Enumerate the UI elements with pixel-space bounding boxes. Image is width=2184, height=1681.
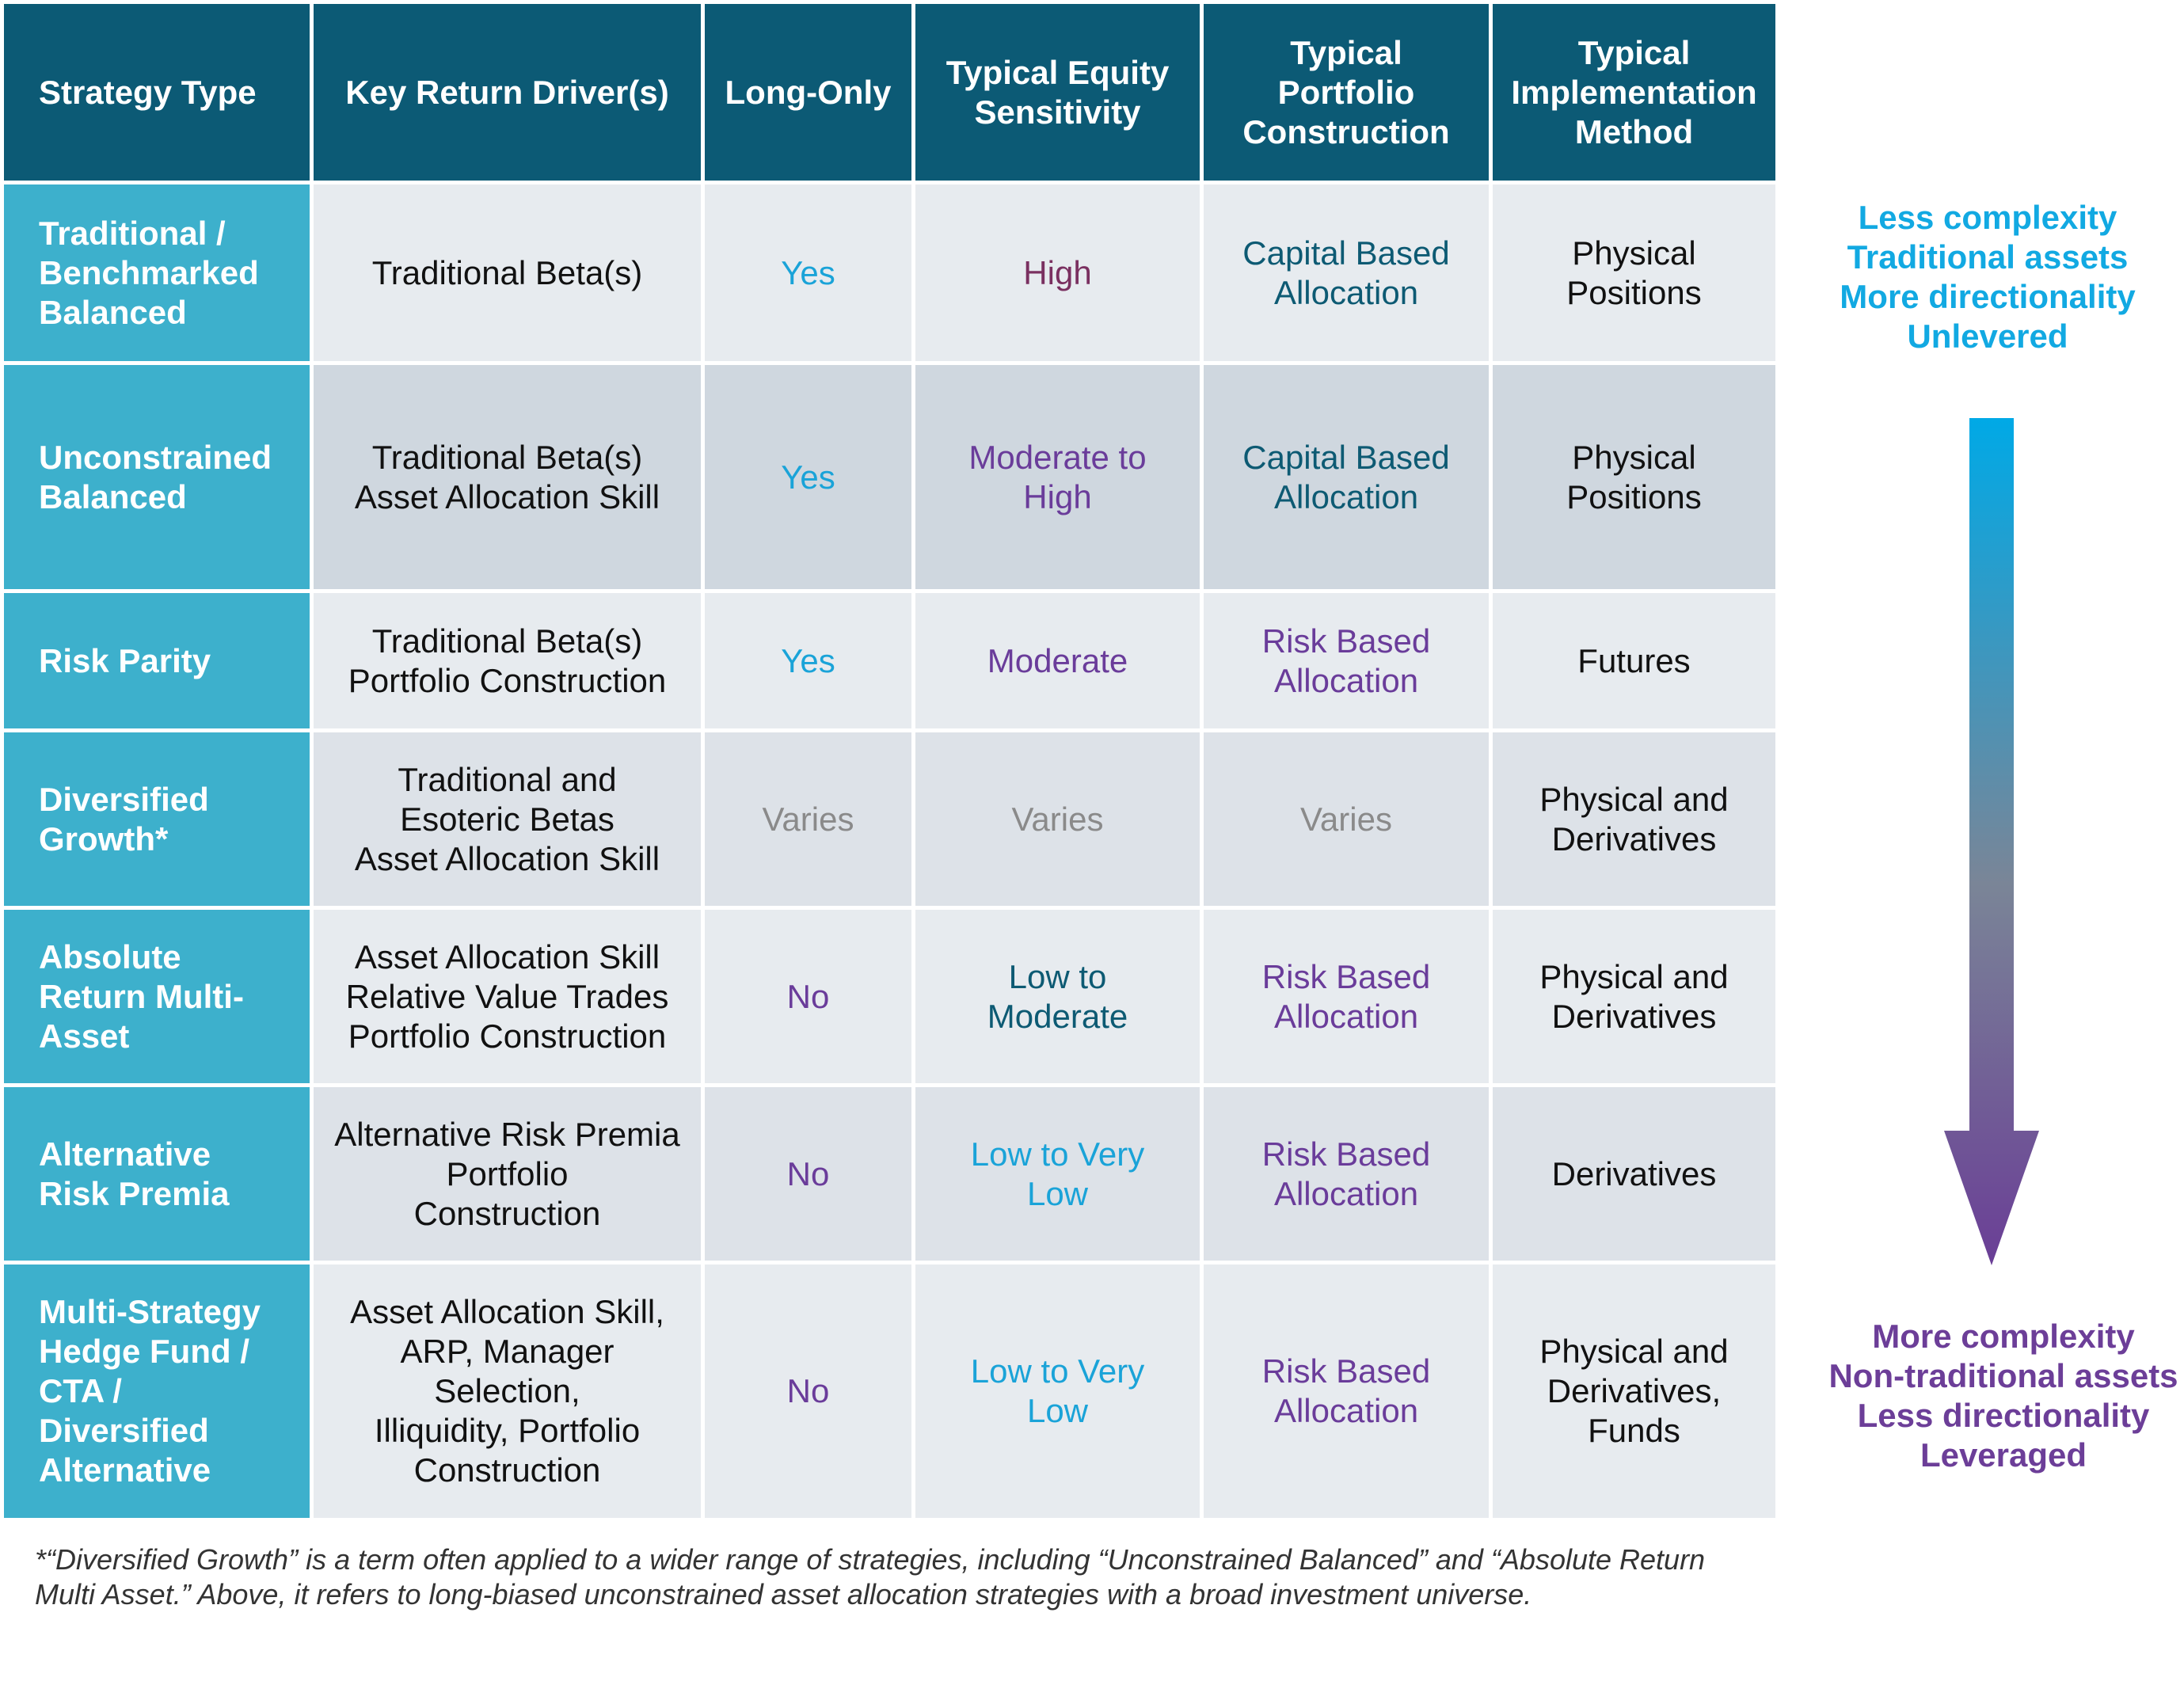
header-equity-sensitivity: Typical Equity Sensitivity xyxy=(911,0,1204,184)
return-drivers-cell: Traditional and Esoteric Betas Asset All… xyxy=(310,728,705,910)
long-only-cell: Varies xyxy=(701,728,915,910)
equity-sensitivity-cell: Low to Moderate xyxy=(911,906,1204,1087)
table-row: Absolute Return Multi- Asset Asset Alloc… xyxy=(0,906,1779,1087)
long-only-cell: No xyxy=(701,1261,915,1522)
portfolio-construction-cell: Risk Based Allocation xyxy=(1200,589,1493,732)
equity-sensitivity-cell: Varies xyxy=(911,728,1204,910)
return-drivers-cell: Asset Allocation Skill, ARP, Manager Sel… xyxy=(310,1261,705,1522)
strategy-type-cell: Risk Parity xyxy=(0,589,314,732)
strategy-type-cell: Traditional / Benchmarked Balanced xyxy=(0,181,314,365)
header-portfolio-construction: Typical Portfolio Construction xyxy=(1200,0,1493,184)
equity-sensitivity-cell: Moderate to High xyxy=(911,361,1204,593)
portfolio-construction-cell: Capital Based Allocation xyxy=(1200,361,1493,593)
return-drivers-cell: Traditional Beta(s) xyxy=(310,181,705,365)
implementation-method-cell: Physical and Derivatives xyxy=(1489,906,1779,1087)
long-only-cell: Yes xyxy=(701,361,915,593)
table-row: Traditional / Benchmarked Balanced Tradi… xyxy=(0,181,1779,365)
implementation-method-cell: Physical Positions xyxy=(1489,181,1779,365)
equity-sensitivity-cell: Moderate xyxy=(911,589,1204,732)
scale-top-label: Less complexity Traditional assets More … xyxy=(1840,199,2136,355)
portfolio-construction-cell: Risk Based Allocation xyxy=(1200,1261,1493,1522)
portfolio-construction-cell: Varies xyxy=(1200,728,1493,910)
portfolio-construction-cell: Risk Based Allocation xyxy=(1200,1083,1493,1265)
implementation-method-cell: Physical and Derivatives, Funds xyxy=(1489,1261,1779,1522)
implementation-method-cell: Derivatives xyxy=(1489,1083,1779,1265)
equity-sensitivity-cell: Low to Very Low xyxy=(911,1261,1204,1522)
header-row: Strategy Type Key Return Driver(s) Long-… xyxy=(0,0,1779,184)
table-row: Risk Parity Traditional Beta(s) Portfoli… xyxy=(0,589,1779,732)
scale-bottom-label: More complexity Non-traditional assets L… xyxy=(1828,1318,2178,1474)
long-only-cell: No xyxy=(701,1083,915,1265)
table-row: Multi-Strategy Hedge Fund / CTA / Divers… xyxy=(0,1261,1779,1522)
complexity-arrow-icon xyxy=(1944,418,2039,1265)
return-drivers-cell: Alternative Risk Premia Portfolio Constr… xyxy=(310,1083,705,1265)
strategy-type-cell: Absolute Return Multi- Asset xyxy=(0,906,314,1087)
header-implementation-method: Typical Implementation Method xyxy=(1489,0,1779,184)
strategy-type-cell: Multi-Strategy Hedge Fund / CTA / Divers… xyxy=(0,1261,314,1522)
return-drivers-cell: Asset Allocation Skill Relative Value Tr… xyxy=(310,906,705,1087)
return-drivers-cell: Traditional Beta(s) Asset Allocation Ski… xyxy=(310,361,705,593)
implementation-method-cell: Physical and Derivatives xyxy=(1489,728,1779,910)
header-key-return-drivers: Key Return Driver(s) xyxy=(310,0,705,184)
table-row: Unconstrained Balanced Traditional Beta(… xyxy=(0,361,1779,593)
portfolio-construction-cell: Risk Based Allocation xyxy=(1200,906,1493,1087)
portfolio-construction-cell: Capital Based Allocation xyxy=(1200,181,1493,365)
strategy-type-cell: Unconstrained Balanced xyxy=(0,361,314,593)
equity-sensitivity-cell: High xyxy=(911,181,1204,365)
implementation-method-cell: Physical Positions xyxy=(1489,361,1779,593)
header-strategy-type: Strategy Type xyxy=(0,0,314,184)
strategy-comparison-table: Strategy Type Key Return Driver(s) Long-… xyxy=(0,0,1779,1522)
long-only-cell: No xyxy=(701,906,915,1087)
table-row: Diversified Growth* Traditional and Esot… xyxy=(0,728,1779,910)
header-long-only: Long-Only xyxy=(701,0,915,184)
strategy-type-cell: Alternative Risk Premia xyxy=(0,1083,314,1265)
footnote: *“Diversified Growth” is a term often ap… xyxy=(35,1543,1706,1611)
implementation-method-cell: Futures xyxy=(1489,589,1779,732)
equity-sensitivity-cell: Low to Very Low xyxy=(911,1083,1204,1265)
strategy-type-cell: Diversified Growth* xyxy=(0,728,314,910)
long-only-cell: Yes xyxy=(701,181,915,365)
table-row: Alternative Risk Premia Alternative Risk… xyxy=(0,1083,1779,1265)
return-drivers-cell: Traditional Beta(s) Portfolio Constructi… xyxy=(310,589,705,732)
long-only-cell: Yes xyxy=(701,589,915,732)
